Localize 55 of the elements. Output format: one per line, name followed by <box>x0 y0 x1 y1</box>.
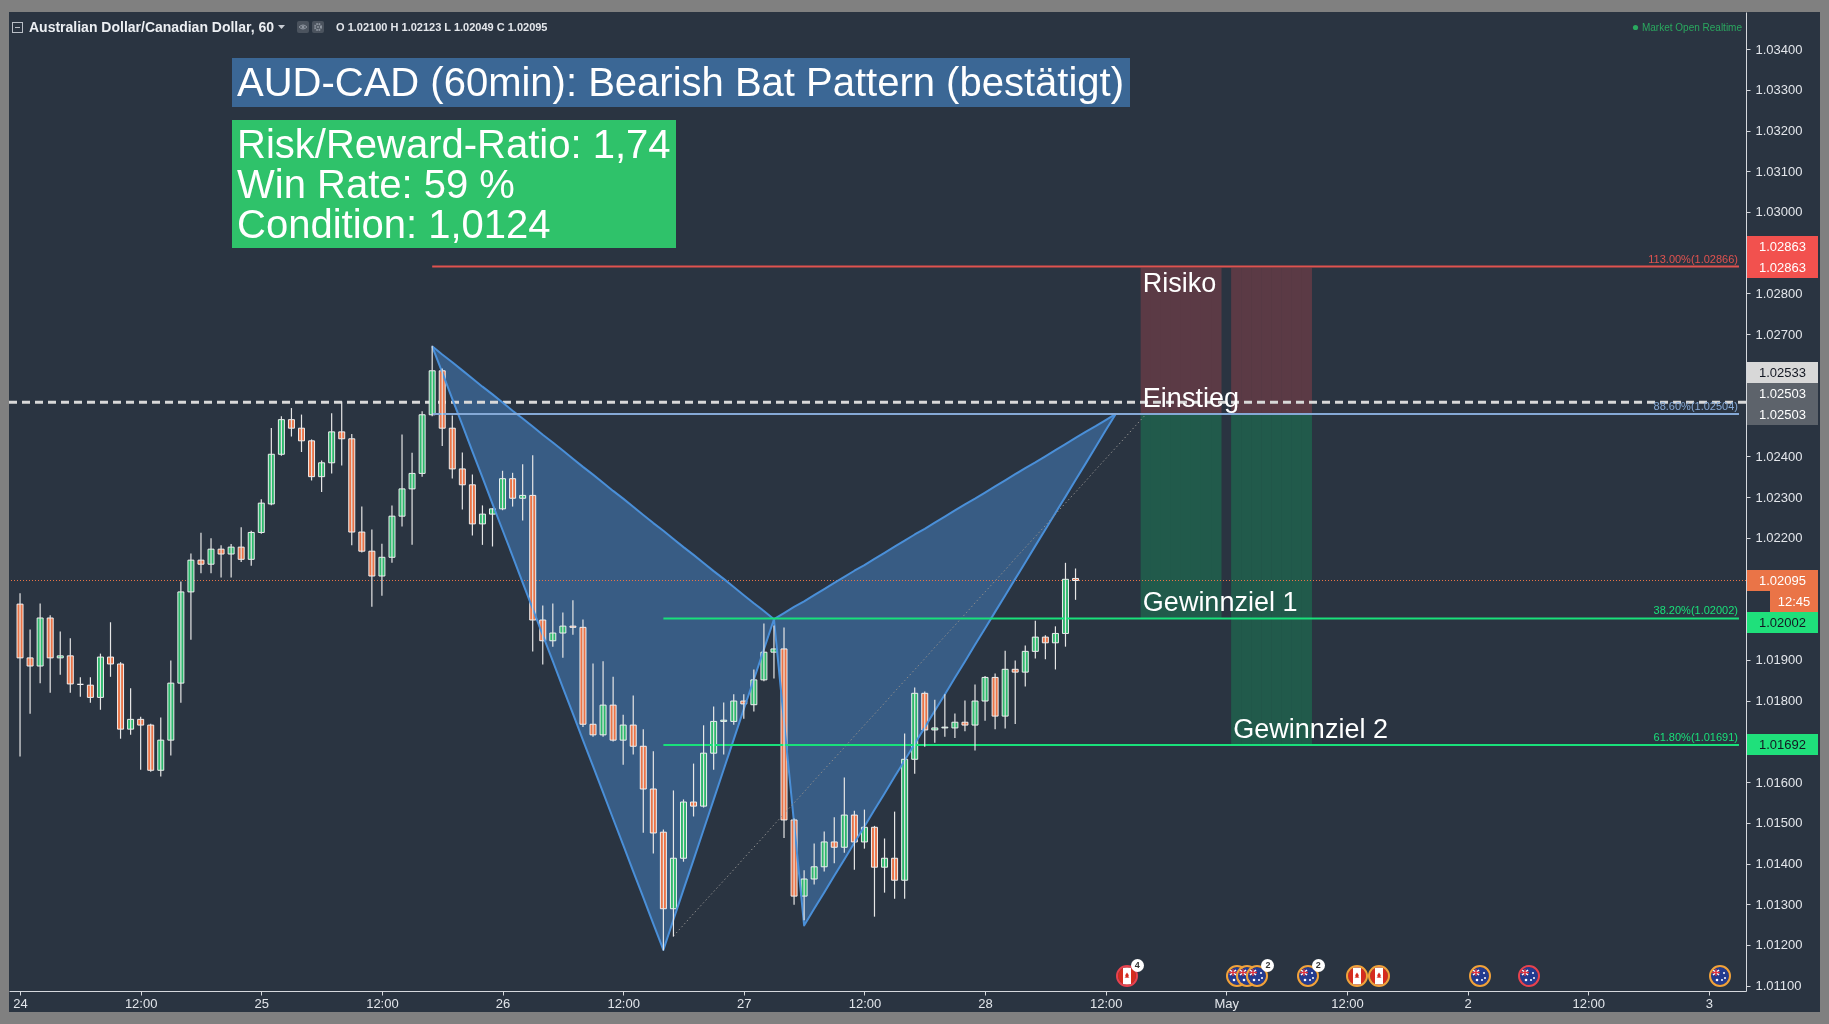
text: 1.02503 <box>1747 403 1818 425</box>
x-tick-label: 24 <box>13 995 28 1011</box>
annotation: 2 <box>1261 959 1275 972</box>
text: 1.01692 <box>1747 734 1818 756</box>
x-tick-label: 27 <box>737 995 752 1011</box>
y-tick-label: 1.03400 <box>1755 41 1803 57</box>
text: 1.02863 <box>1747 236 1818 258</box>
x-tick-label: 12:00 <box>1331 995 1364 1011</box>
y-tick-label: 1.01200 <box>1755 937 1803 953</box>
series-label: 88.60%(1.02504) <box>1653 399 1738 412</box>
text: AUD-CAD (60min): Bearish Bat Pattern (bestätigt) <box>232 58 1130 107</box>
x-tick-label: May <box>1214 995 1240 1011</box>
text: 12:45 <box>1770 591 1818 612</box>
y-tick-label: 1.03300 <box>1755 82 1803 98</box>
y-tick-label: 1.02300 <box>1755 489 1803 505</box>
y-tick-label: 1.02700 <box>1755 326 1803 342</box>
annotation: O 1.02100 H 1.02123 L 1.02049 C 1.02095 <box>336 21 548 33</box>
x-tick-label: 28 <box>978 995 993 1011</box>
y-tick-label: 1.03000 <box>1755 204 1803 220</box>
x-tick-label: 12:00 <box>607 995 640 1011</box>
x-tick-label: 3 <box>1705 995 1713 1011</box>
y-tick-label: 1.01500 <box>1755 815 1803 831</box>
x-tick-label: 2 <box>1464 995 1472 1011</box>
text: 1.02503 <box>1747 382 1818 404</box>
text: 1.02002 <box>1747 612 1818 633</box>
x-tick-label: 12:00 <box>1572 995 1605 1011</box>
y-tick-label: 1.01800 <box>1755 693 1803 709</box>
ref-line-label: 1.02533 <box>1747 361 1818 383</box>
x-tick-label: 25 <box>254 995 270 1011</box>
annotation: 2 <box>1311 959 1325 972</box>
series-label: 113.00%(1.02866) <box>1648 252 1738 265</box>
series-label: 61.80%(1.01691) <box>1653 731 1738 744</box>
annotation: 4 <box>1130 959 1144 972</box>
y-tick-label: 1.02200 <box>1755 530 1803 546</box>
series-label: 38.20%(1.02002) <box>1653 604 1738 617</box>
text: 1.02863 <box>1747 257 1818 279</box>
x-tick-label: 12:00 <box>1089 995 1123 1011</box>
y-tick-label: 1.02800 <box>1755 285 1803 301</box>
annotation: Gewinnziel 1 <box>1142 587 1298 618</box>
x-tick-label: 26 <box>495 995 511 1011</box>
y-tick-label: 1.01100 <box>1755 978 1802 994</box>
y-tick-label: 1.02400 <box>1755 448 1803 464</box>
ref-line-label: 1.02095 <box>1747 570 1818 591</box>
annotation: Market Open Realtime <box>1641 21 1742 33</box>
x-tick-label: 12:00 <box>366 995 399 1011</box>
y-tick-label: 1.03100 <box>1755 163 1803 179</box>
y-tick-label: 1.01600 <box>1755 774 1803 790</box>
annotation: Australian Dollar/Canadian Dollar, 60 <box>29 19 275 35</box>
y-tick-label: 1.01900 <box>1755 652 1803 668</box>
x-tick-label: 12:00 <box>124 995 158 1011</box>
y-tick-label: 1.03200 <box>1755 123 1803 139</box>
annotation: Gewinnziel 2 <box>1233 713 1388 744</box>
y-tick-label: 1.01300 <box>1755 896 1803 912</box>
y-tick-label: 1.01400 <box>1755 856 1803 872</box>
x-tick-label: 12:00 <box>848 995 882 1011</box>
